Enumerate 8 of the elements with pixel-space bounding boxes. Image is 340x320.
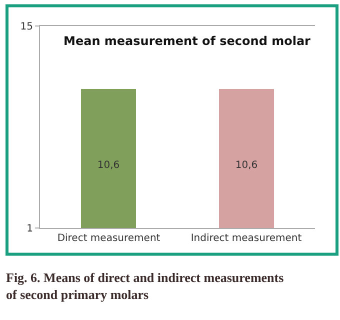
data-label: 10,6	[235, 160, 258, 171]
x-tick-label: Indirect measurement	[190, 233, 302, 244]
y-tick-label: 15	[20, 22, 33, 32]
caption: Fig. 6. Means of direct and indirect measurements of second primary molars	[6, 270, 284, 302]
y-tick-label: 1	[26, 224, 33, 234]
text: Mean measurement of second molar	[64, 34, 311, 48]
data-label: 10,6	[97, 160, 120, 171]
x-tick-label: Direct measurement	[57, 233, 160, 244]
